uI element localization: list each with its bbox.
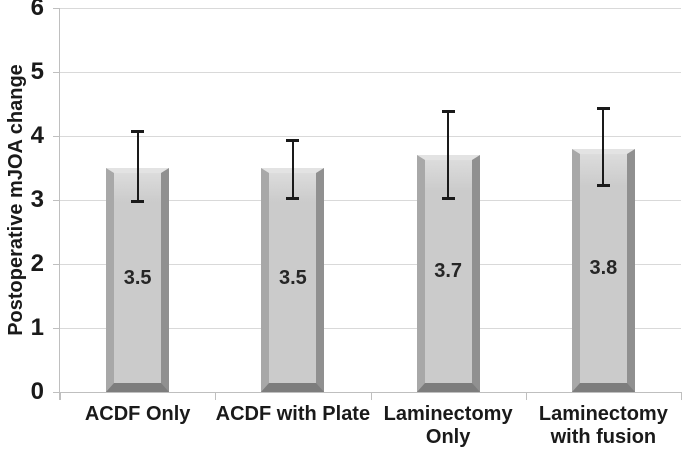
y-axis-tick (53, 392, 60, 393)
y-tick-label: 5 (30, 58, 44, 85)
category-label: Laminectomy with fusion (538, 403, 668, 448)
y-axis-tick (53, 8, 60, 9)
error-bar (596, 107, 610, 188)
bar: 3.5 (261, 168, 325, 392)
error-bar (131, 129, 145, 204)
error-bar-cap (596, 107, 610, 111)
error-bar-cap (441, 196, 455, 200)
error-bar-stem (602, 107, 605, 188)
error-bar (286, 139, 300, 200)
y-axis-tick (53, 136, 60, 137)
y-tick-label: 2 (30, 250, 44, 277)
error-bar-cap (131, 200, 145, 204)
gridline (60, 71, 681, 73)
error-bar-stem (136, 129, 139, 204)
bar-value-label: 3.7 (434, 260, 463, 283)
bar: 3.8 (571, 148, 635, 392)
plot-area: 3.5 3.5 3.7 3.8 (59, 7, 681, 400)
gridline (60, 7, 681, 9)
y-tick-label: 4 (30, 122, 44, 149)
error-bar-cap (286, 139, 300, 143)
gridline (60, 263, 681, 265)
error-bar-stem (291, 139, 294, 200)
error-bar-cap (286, 196, 300, 200)
y-axis-tick (53, 328, 60, 329)
x-axis-tick (60, 392, 61, 400)
y-tick-label: 6 (30, 0, 44, 21)
y-axis-tick (53, 72, 60, 73)
x-axis-tick (525, 392, 527, 400)
bar-value-label: 3.5 (278, 266, 307, 289)
category-label: ACDF with Plate (215, 403, 371, 425)
bar-value-label: 3.5 (123, 266, 152, 289)
y-tick-label: 0 (30, 378, 44, 405)
gridline (60, 135, 681, 137)
error-bar-cap (131, 129, 145, 133)
x-axis-tick (215, 392, 217, 400)
category-label: Laminectomy Only (383, 403, 513, 448)
y-axis-tick (53, 200, 60, 201)
error-bar-cap (596, 184, 610, 188)
error-bar (441, 110, 455, 200)
bar-value-label: 3.8 (589, 256, 618, 279)
gridline (60, 199, 681, 201)
category-label: ACDF Only (84, 403, 191, 425)
bar: 3.5 (106, 168, 170, 392)
y-axis-line (59, 8, 60, 400)
gridline (60, 327, 681, 329)
x-axis-tick (681, 392, 682, 400)
y-axis-tick (53, 264, 60, 265)
error-bar-cap (441, 110, 455, 114)
x-axis-tick (370, 392, 372, 400)
y-tick-label: 3 (30, 186, 44, 213)
y-tick-label: 1 (30, 314, 44, 341)
error-bar-stem (447, 110, 450, 200)
